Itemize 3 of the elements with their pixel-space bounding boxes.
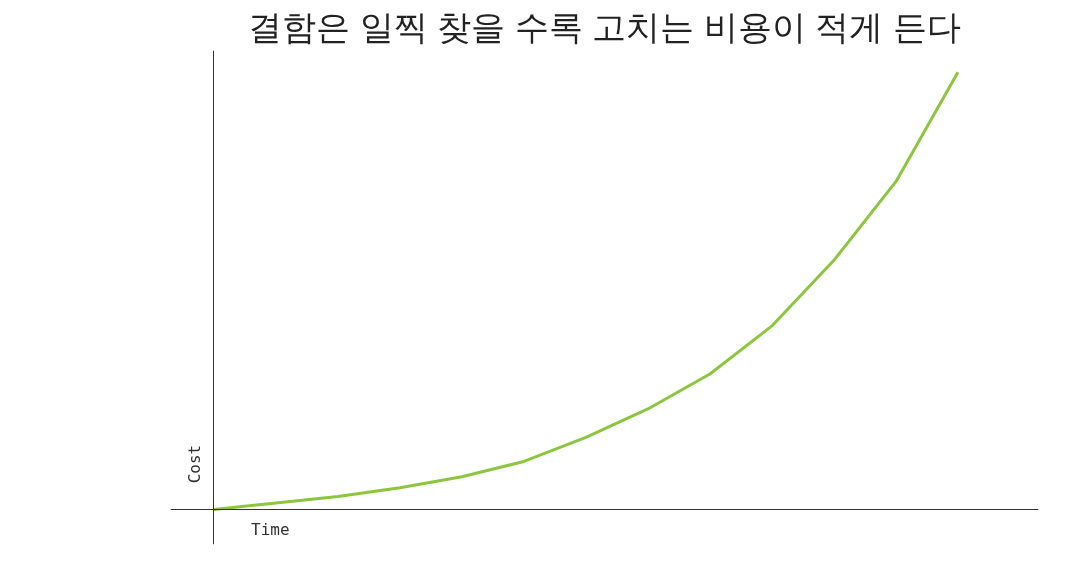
x-axis-title: Time <box>251 519 290 539</box>
chart-title: 결함은 일찍 찾을 수록 고치는 비용이 적게 든다 <box>248 7 961 46</box>
y-axis-title: Cost <box>184 444 204 484</box>
